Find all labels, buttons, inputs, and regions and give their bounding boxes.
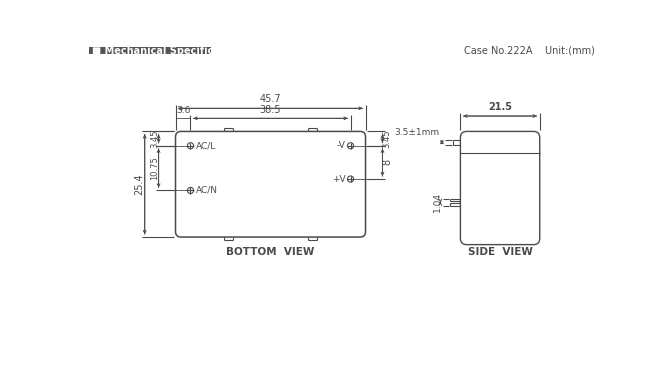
- Text: AC/L: AC/L: [196, 141, 216, 150]
- Text: 1.04: 1.04: [433, 192, 442, 212]
- Text: 3.45: 3.45: [150, 129, 159, 148]
- FancyBboxPatch shape: [460, 131, 540, 245]
- Text: BOTTOM  VIEW: BOTTOM VIEW: [226, 247, 315, 257]
- Text: Case No.222A    Unit:(mm): Case No.222A Unit:(mm): [464, 46, 595, 56]
- Text: 25.4: 25.4: [134, 173, 144, 195]
- Text: -V: -V: [337, 141, 346, 150]
- Text: ■ Mechanical Specification: ■ Mechanical Specification: [92, 46, 242, 56]
- Text: 8: 8: [382, 159, 392, 165]
- Text: 45.7: 45.7: [260, 95, 281, 105]
- Text: 38.5: 38.5: [260, 105, 281, 115]
- Bar: [89, 47, 211, 54]
- Text: 3.45: 3.45: [383, 129, 391, 148]
- Text: 3.5±1mm: 3.5±1mm: [395, 128, 440, 137]
- FancyBboxPatch shape: [176, 131, 366, 237]
- Text: 10.75: 10.75: [150, 156, 159, 180]
- Text: AC/N: AC/N: [196, 186, 218, 195]
- Text: 21.5: 21.5: [488, 102, 512, 112]
- Text: 3.6: 3.6: [176, 106, 191, 115]
- Text: +V: +V: [332, 175, 346, 183]
- Text: SIDE  VIEW: SIDE VIEW: [468, 247, 533, 257]
